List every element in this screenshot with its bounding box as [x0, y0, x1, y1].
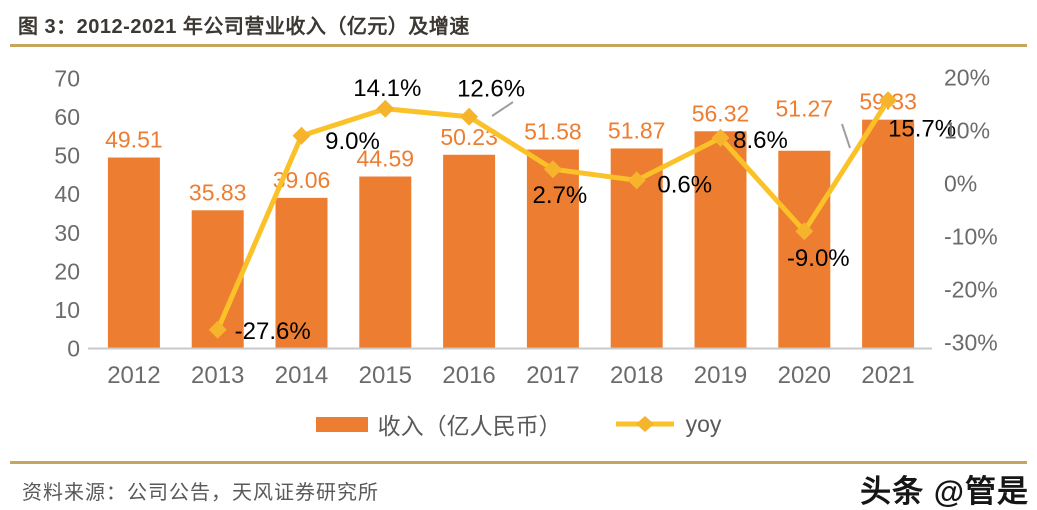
bar-value-label-2018: 51.87: [608, 117, 666, 143]
bar-2021: [862, 119, 915, 349]
right-axis-tick-10: 10%: [944, 118, 990, 144]
bar-2014: [275, 197, 328, 349]
bar-2012: [107, 157, 160, 349]
left-axis-tick-10: 10: [54, 297, 80, 323]
legend-revenue-label: 收入（亿人民币）: [377, 413, 562, 439]
bar-value-label-2017: 51.58: [524, 119, 582, 145]
right-axis-tick--30: -30%: [944, 330, 998, 356]
yoy-marker-2015: [376, 99, 395, 118]
yoy-value-label-2015: 14.1%: [353, 75, 421, 102]
watermark: 头条 @管是: [860, 474, 1029, 509]
left-axis-tick-60: 60: [54, 104, 80, 130]
yoy-marker-2017: [543, 160, 562, 179]
callout-leader-line-1: [491, 101, 514, 117]
bar-value-label-2019: 56.32: [692, 100, 750, 126]
right-axis-tick-0: 0%: [944, 171, 977, 197]
yoy-marker-2019: [711, 128, 730, 147]
x-tick-label-2016: 2016: [442, 362, 495, 389]
bar-value-label-2012: 49.51: [105, 127, 163, 153]
yoy-marker-2020: [795, 222, 814, 241]
callout-leader-line-2: [841, 123, 851, 149]
bar-2020: [778, 150, 831, 349]
x-tick-label-2017: 2017: [526, 362, 579, 389]
legend-yoy-label: yoy: [685, 410, 722, 437]
right-axis-tick--10: -10%: [944, 224, 998, 250]
x-tick-label-2018: 2018: [610, 362, 663, 389]
figure-title: 图 3：2012-2021 年公司营业收入（亿元）及增速: [18, 16, 470, 38]
revenue-bar-swatch-icon: [315, 416, 368, 432]
yoy-value-label-2016: 12.6%: [457, 76, 525, 103]
yoy-value-label-2019: 8.6%: [733, 127, 788, 154]
yoy-value-label-2021: 15.7%: [888, 115, 956, 142]
right-axis-tick-20: 20%: [944, 65, 990, 91]
yoy-marker-2014: [292, 126, 311, 145]
yoy-value-label-2020: -9.0%: [787, 245, 850, 272]
bar-2015: [359, 176, 412, 349]
yoy-marker-2013: [208, 320, 227, 339]
source-note: 资料来源：公司公告，天风证券研究所: [22, 482, 379, 504]
yoy-value-label-2013: -27.6%: [235, 318, 311, 345]
footer-divider: [10, 461, 1027, 464]
bar-value-label-2015: 44.59: [357, 146, 415, 172]
x-tick-label-2015: 2015: [359, 362, 412, 389]
x-tick-label-2013: 2013: [191, 362, 244, 389]
left-axis-tick-70: 70: [54, 66, 80, 92]
x-tick-label-2012: 2012: [107, 362, 160, 389]
left-axis-tick-40: 40: [54, 181, 80, 207]
bar-value-label-2020: 51.27: [776, 96, 834, 122]
yoy-value-label-2018: 0.6%: [657, 171, 712, 198]
bar-2019: [694, 131, 747, 349]
right-axis-tick--20: -20%: [944, 277, 998, 303]
x-tick-label-2021: 2021: [861, 362, 914, 389]
bar-2017: [526, 149, 579, 349]
yoy-marker-2021: [879, 91, 898, 110]
left-axis-tick-0: 0: [67, 336, 80, 362]
bar-2016: [443, 154, 496, 349]
bar-value-label-2013: 35.83: [189, 179, 247, 205]
legend-item-revenue: 收入（亿人民币）: [315, 407, 562, 441]
yoy-marker-2016: [460, 107, 479, 126]
left-axis-tick-20: 20: [54, 258, 80, 284]
left-axis-tick-50: 50: [54, 143, 80, 169]
yoy-value-label-2017: 2.7%: [533, 182, 588, 209]
x-tick-label-2019: 2019: [694, 362, 747, 389]
yoy-line-swatch-icon: [615, 416, 674, 432]
x-tick-label-2014: 2014: [275, 362, 328, 389]
legend-item-yoy: yoy: [614, 410, 722, 438]
chart-legend: 收入（亿人民币） yoy: [0, 404, 1037, 444]
title-underline: [10, 44, 1027, 47]
left-axis-tick-30: 30: [54, 220, 80, 246]
x-tick-label-2020: 2020: [778, 362, 831, 389]
yoy-value-label-2014: 9.0%: [325, 128, 380, 155]
yoy-marker-2018: [627, 171, 646, 190]
